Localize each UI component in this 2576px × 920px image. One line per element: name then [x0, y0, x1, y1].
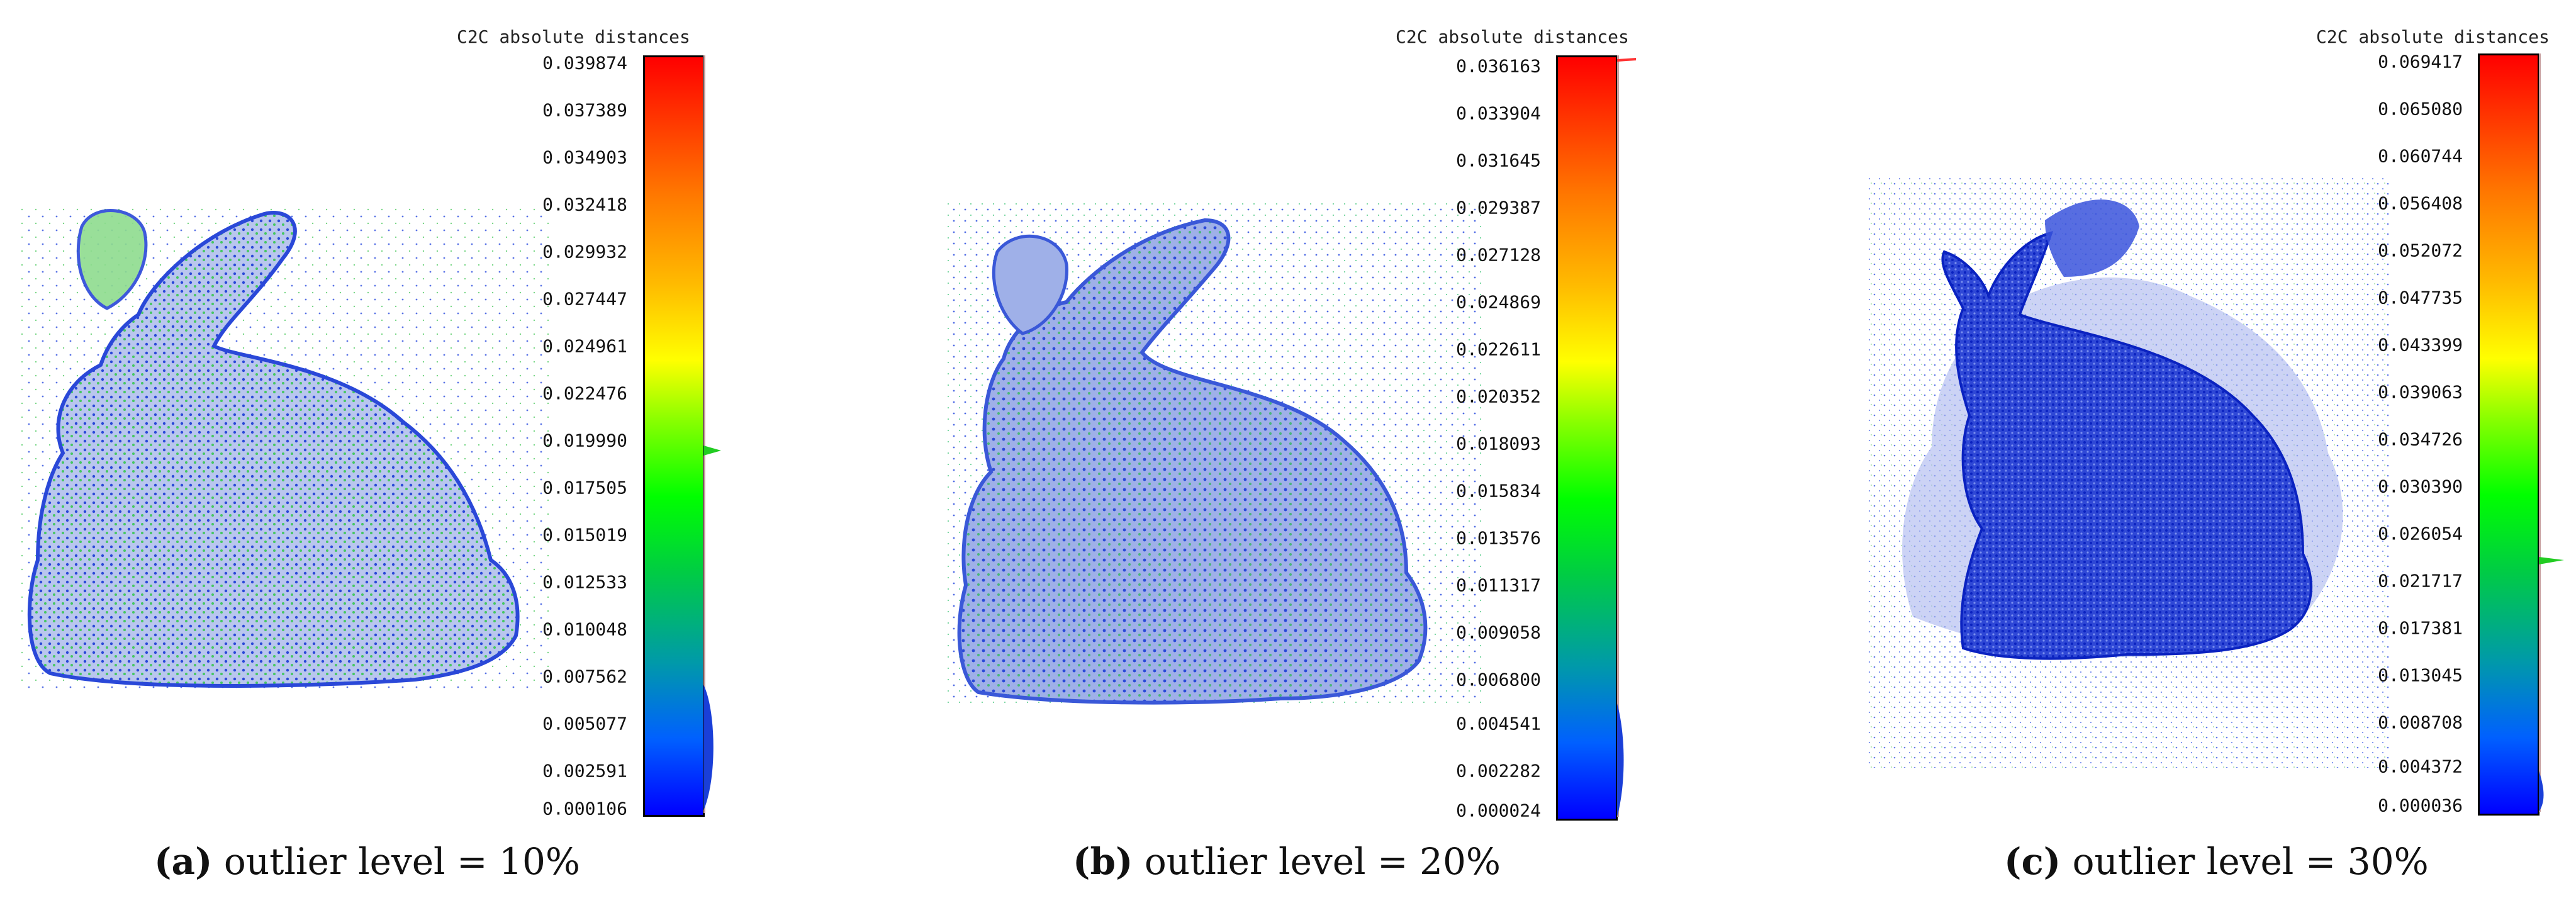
caption-a: (a) outlier level = 10%	[154, 840, 580, 883]
scale-title-b: C2C absolute distances	[1396, 26, 1629, 47]
histogram-c	[2539, 53, 2541, 812]
tick-label: 0.039063	[2378, 381, 2463, 403]
tick-label: 0.026054	[2378, 523, 2463, 544]
bunny-body-a	[27, 211, 520, 688]
tick-label: 0.017505	[542, 477, 627, 498]
tick-label: 0.002591	[542, 760, 627, 782]
tick-label: 0.015019	[542, 524, 627, 546]
histogram-b	[1617, 55, 1619, 817]
bunny-body-c	[1941, 231, 2313, 660]
tick-label: 0.005077	[542, 713, 627, 734]
caption-text: outlier level = 20%	[1133, 840, 1501, 883]
tick-label: 0.056408	[2378, 193, 2463, 214]
tick-label: 0.029387	[1456, 197, 1541, 218]
tick-label: 0.039874	[542, 52, 627, 74]
scale-title-c: C2C absolute distances	[2316, 26, 2550, 47]
bunny-point-cloud-a	[19, 208, 554, 692]
tick-label: 0.000036	[2378, 795, 2463, 816]
tick-label: 0.024869	[1456, 291, 1541, 313]
histogram-peaks-a	[703, 446, 721, 811]
bunny-point-cloud-b	[947, 201, 1482, 705]
tick-label: 0.013045	[2378, 665, 2463, 686]
colorbar-c	[2478, 53, 2540, 816]
tick-label: 0.009058	[1456, 622, 1541, 643]
tick-label: 0.008708	[2378, 712, 2463, 733]
tick-label: 0.060744	[2378, 145, 2463, 167]
tick-label: 0.019990	[542, 430, 627, 451]
tick-label: 0.012533	[542, 571, 627, 593]
bunny-body-b	[957, 218, 1428, 705]
histogram-a	[703, 55, 705, 813]
caption-c: (c) outlier level = 30%	[2004, 840, 2429, 883]
colorbar-b	[1556, 55, 1618, 821]
panel-b: C2C absolute distances 0.036163 0.033904…	[859, 0, 1718, 920]
tick-label: 0.034903	[542, 147, 627, 168]
tick-label: 0.033904	[1456, 103, 1541, 124]
tick-label: 0.022611	[1456, 339, 1541, 360]
tick-label: 0.011317	[1456, 575, 1541, 596]
tick-label: 0.015834	[1456, 480, 1541, 502]
tick-label: 0.013576	[1456, 527, 1541, 549]
tick-label: 0.032418	[542, 194, 627, 215]
tick-label: 0.022476	[542, 383, 627, 404]
tick-label: 0.007562	[542, 666, 627, 687]
panel-a: C2C absolute distances 0.039874 0.037389…	[0, 0, 859, 920]
caption-b: (b) outlier level = 20%	[1073, 840, 1501, 883]
tick-label: 0.047735	[2378, 287, 2463, 308]
tick-label: 0.034726	[2378, 429, 2463, 450]
tick-label: 0.002282	[1456, 760, 1541, 782]
tick-label: 0.004372	[2378, 756, 2463, 777]
tick-label: 0.030390	[2378, 476, 2463, 497]
tick-label: 0.043399	[2378, 334, 2463, 356]
tick-label: 0.027447	[542, 288, 627, 310]
tick-label: 0.018093	[1456, 433, 1541, 454]
panel-c: C2C absolute distances 0.069417 0.065080…	[1718, 0, 2576, 920]
tick-label: 0.037389	[542, 99, 627, 121]
bunny-point-cloud-c	[1869, 176, 2391, 768]
tick-label: 0.029932	[542, 241, 627, 262]
histogram-peaks-c	[2539, 557, 2564, 812]
tick-label: 0.065080	[2378, 98, 2463, 120]
caption-letter: (a)	[154, 840, 213, 883]
bunny-ear-b	[992, 234, 1068, 335]
caption-letter: (b)	[1073, 840, 1133, 883]
caption-text: outlier level = 30%	[2061, 840, 2429, 883]
tick-label: 0.036163	[1456, 55, 1541, 77]
bunny-ear-c	[2045, 199, 2139, 277]
caption-letter: (c)	[2004, 840, 2061, 883]
tick-label: 0.021717	[2378, 570, 2463, 592]
tick-label: 0.052072	[2378, 240, 2463, 261]
tick-label: 0.006800	[1456, 669, 1541, 690]
caption-text: outlier level = 10%	[212, 840, 580, 883]
tick-label: 0.000024	[1456, 800, 1541, 821]
tick-label: 0.004541	[1456, 713, 1541, 734]
tick-label: 0.017381	[2378, 617, 2463, 639]
tick-label: 0.031645	[1456, 150, 1541, 171]
tick-label: 0.027128	[1456, 244, 1541, 266]
tick-label: 0.010048	[542, 619, 627, 640]
tick-label: 0.000106	[542, 798, 627, 819]
tick-label: 0.024961	[542, 335, 627, 357]
scale-title-a: C2C absolute distances	[457, 26, 690, 47]
bunny-ear-a	[76, 209, 148, 310]
histogram-peaks-b	[1617, 58, 1636, 817]
tick-label: 0.020352	[1456, 386, 1541, 407]
tick-label: 0.069417	[2378, 51, 2463, 72]
colorbar-a	[643, 55, 705, 817]
